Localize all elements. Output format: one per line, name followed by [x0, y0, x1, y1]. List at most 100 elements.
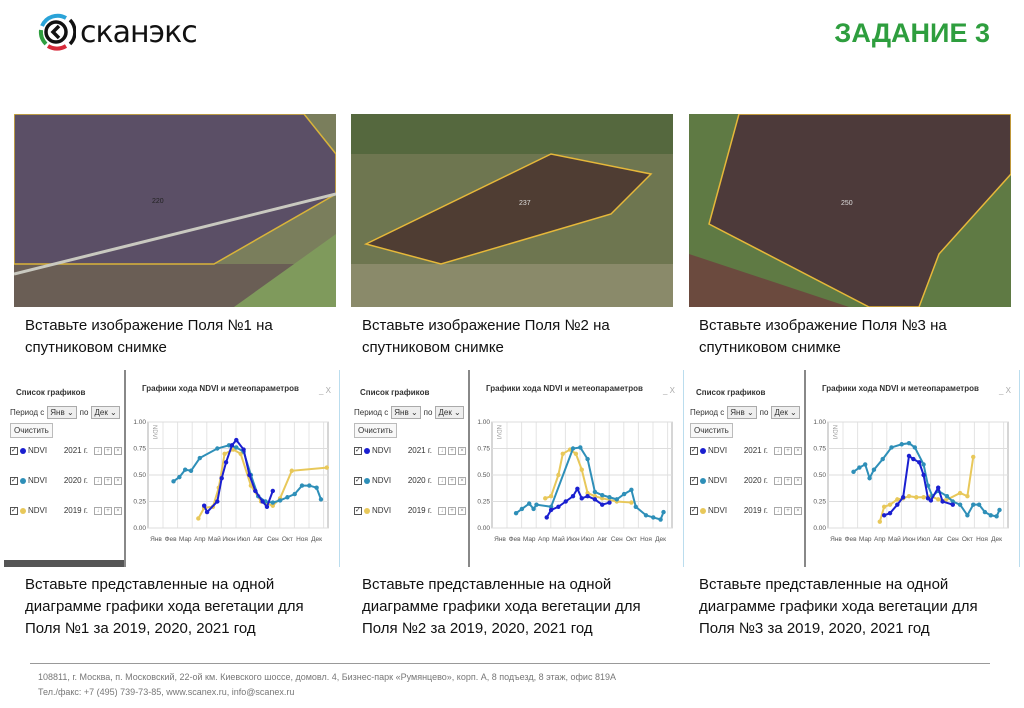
chart-title: Графики хода NDVI и метеопараметров	[486, 384, 643, 393]
checkbox[interactable]: ✓	[10, 506, 18, 515]
data-point	[556, 504, 561, 509]
y-tick-label: 0.00	[133, 525, 146, 532]
period-to-select[interactable]: Дек ⌄	[771, 406, 800, 419]
download-icon[interactable]: ↓	[94, 446, 102, 455]
add-icon[interactable]: +	[784, 446, 792, 455]
checkbox[interactable]: ✓	[354, 476, 362, 485]
minimize-button[interactable]: _	[998, 386, 1004, 395]
checkbox[interactable]: ✓	[10, 446, 18, 455]
clear-button[interactable]: Очистить	[10, 423, 53, 438]
remove-icon[interactable]: ×	[458, 446, 466, 455]
y-tick-label: 0.50	[813, 472, 826, 479]
x-tick-label: Фев	[845, 536, 858, 543]
remove-icon[interactable]: ×	[114, 476, 122, 485]
window-controls: _ X	[663, 386, 675, 395]
checkbox[interactable]: ✓	[690, 506, 698, 515]
download-icon[interactable]: ↓	[438, 506, 446, 515]
add-icon[interactable]: +	[104, 446, 112, 455]
x-tick-label: Сен	[611, 536, 623, 543]
data-point	[887, 510, 893, 516]
series-year: 2020 г.	[407, 476, 432, 485]
y-tick-label: 0.25	[133, 499, 146, 506]
checkbox[interactable]: ✓	[354, 446, 362, 455]
data-point	[247, 472, 252, 478]
download-icon[interactable]: ↓	[438, 446, 446, 455]
checkbox[interactable]: ✓	[10, 476, 18, 485]
add-icon[interactable]: +	[448, 446, 456, 455]
x-tick-label: Июл	[237, 536, 250, 543]
download-icon[interactable]: ↓	[774, 446, 782, 455]
add-icon[interactable]: +	[448, 506, 456, 515]
scanex-logo-icon	[38, 13, 76, 51]
data-point	[531, 506, 536, 512]
footer-divider	[30, 663, 990, 664]
ndvi-widget-field-1: Список графиков Период с Янв ⌄ по Дек ⌄ …	[4, 370, 340, 567]
clear-button[interactable]: Очистить	[690, 423, 733, 438]
series-name: NDVI	[28, 476, 48, 485]
y-tick-label: 0.00	[813, 525, 826, 532]
remove-icon[interactable]: ×	[794, 446, 802, 455]
data-point	[527, 501, 532, 506]
data-point	[592, 497, 598, 502]
data-point	[548, 504, 554, 509]
remove-icon[interactable]: ×	[114, 506, 122, 515]
minimize-button[interactable]: _	[662, 386, 668, 395]
add-icon[interactable]: +	[104, 476, 112, 485]
remove-icon[interactable]: ×	[114, 446, 122, 455]
download-icon[interactable]: ↓	[438, 476, 446, 485]
data-point	[925, 483, 931, 488]
period-from-select[interactable]: Янв ⌄	[727, 406, 757, 419]
add-icon[interactable]: +	[784, 506, 792, 515]
data-point	[940, 499, 945, 504]
period-to-select[interactable]: Дек ⌄	[435, 406, 464, 419]
clear-button[interactable]: Очистить	[354, 423, 397, 438]
period-to-select[interactable]: Дек ⌄	[91, 406, 120, 419]
data-point	[851, 469, 856, 475]
period-from-select[interactable]: Янв ⌄	[47, 406, 77, 419]
minimize-button[interactable]: _	[318, 386, 324, 395]
field-3-chart-caption: Вставьте представленные на одной диаграм…	[699, 576, 978, 637]
x-tick-label: Дек	[655, 536, 666, 543]
x-tick-label: Окт	[626, 536, 637, 543]
download-icon[interactable]: ↓	[94, 506, 102, 515]
data-point	[887, 502, 893, 507]
download-icon[interactable]: ↓	[774, 476, 782, 485]
data-point	[215, 499, 220, 504]
data-point	[548, 507, 554, 513]
x-tick-label: Дек	[311, 536, 322, 543]
data-point	[950, 499, 955, 504]
data-point	[204, 509, 210, 515]
remove-icon[interactable]: ×	[458, 476, 466, 485]
close-button[interactable]: X	[325, 386, 331, 395]
remove-icon[interactable]: ×	[458, 506, 466, 515]
chart-panel: Графики хода NDVI и метеопараметров _ X …	[128, 370, 340, 567]
series-name: NDVI	[28, 446, 48, 455]
x-tick-label: Окт	[962, 536, 973, 543]
period-from-select[interactable]: Янв ⌄	[391, 406, 421, 419]
data-point	[289, 468, 294, 473]
checkbox[interactable]: ✓	[690, 476, 698, 485]
graph-row-2020: ✓ NDVI 2020 г. ↓ + ×	[354, 476, 466, 485]
add-icon[interactable]: +	[104, 506, 112, 515]
field-id-label: 237	[519, 200, 531, 207]
data-point	[307, 483, 312, 488]
add-icon[interactable]: +	[448, 476, 456, 485]
data-point	[895, 502, 900, 507]
data-point	[196, 516, 201, 521]
remove-icon[interactable]: ×	[794, 476, 802, 485]
data-point	[600, 502, 605, 507]
graph-row-2019: ✓ NDVI 2019 г. ↓ + ×	[690, 506, 802, 515]
data-point	[234, 445, 239, 450]
add-icon[interactable]: +	[784, 476, 792, 485]
download-icon[interactable]: ↓	[94, 476, 102, 485]
checkbox[interactable]: ✓	[354, 506, 362, 515]
remove-icon[interactable]: ×	[794, 506, 802, 515]
close-button[interactable]: X	[1005, 386, 1011, 395]
data-point	[906, 494, 912, 499]
checkbox[interactable]: ✓	[690, 446, 698, 455]
x-tick-label: Май	[888, 535, 901, 543]
data-point	[519, 506, 525, 512]
download-icon[interactable]: ↓	[774, 506, 782, 515]
scrollbar[interactable]	[4, 560, 124, 567]
close-button[interactable]: X	[669, 386, 675, 395]
